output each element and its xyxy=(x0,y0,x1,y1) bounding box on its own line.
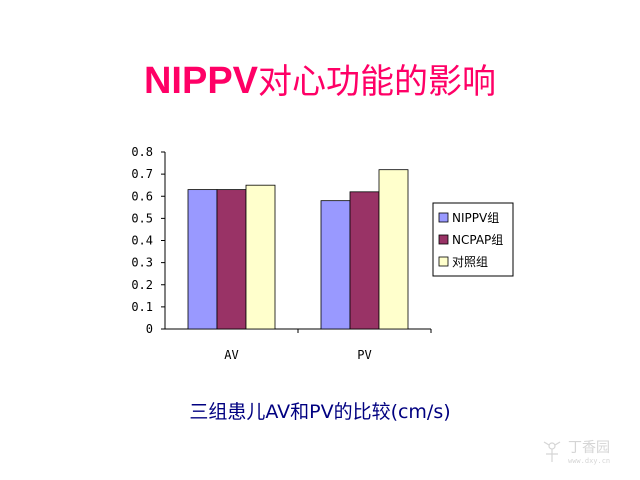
y-tick-label: 0.6 xyxy=(131,189,153,203)
bar-av-series-3 xyxy=(245,184,276,330)
legend-label-3: 对照组 xyxy=(452,255,488,269)
x-tick-label: AV xyxy=(224,348,238,362)
legend-swatch-2 xyxy=(438,234,449,245)
legend-label-1: NIPPV组 xyxy=(452,211,499,225)
bar-pv-series-3 xyxy=(378,169,409,330)
y-tick-label: 0.2 xyxy=(131,278,153,292)
legend-swatch-3 xyxy=(438,256,449,267)
watermark-logo: 丁香园 www.dxy.cn xyxy=(540,432,630,474)
svg-text:www.dxy.cn: www.dxy.cn xyxy=(568,457,610,465)
bar-pv-series-2 xyxy=(349,191,380,330)
y-tick-label: 0.4 xyxy=(131,234,153,248)
y-tick-label: 0.8 xyxy=(131,145,153,159)
bar-av-series-1 xyxy=(187,189,218,330)
title-latin: NIPPV xyxy=(143,60,259,102)
chart-caption: 三组患儿AV和PV的比较(cm/s) xyxy=(189,401,451,423)
slide-title: NIPPV对心功能的影响 xyxy=(0,58,640,105)
bar-av-series-2 xyxy=(216,189,247,330)
y-tick-label: 0.5 xyxy=(131,211,153,225)
y-tick-label: 0.7 xyxy=(131,167,153,181)
title-cjk: 对心功能的影响 xyxy=(258,62,497,102)
y-tick-label: 0.1 xyxy=(131,300,153,314)
legend-swatch-1 xyxy=(438,212,449,223)
x-tick-label: PV xyxy=(357,348,371,362)
y-tick-label: 0.3 xyxy=(131,256,153,270)
bar-pv-series-1 xyxy=(320,200,351,330)
y-tick-label: 0 xyxy=(146,322,153,336)
svg-text:丁香园: 丁香园 xyxy=(568,440,610,456)
legend-label-2: NCPAP组 xyxy=(452,233,503,247)
